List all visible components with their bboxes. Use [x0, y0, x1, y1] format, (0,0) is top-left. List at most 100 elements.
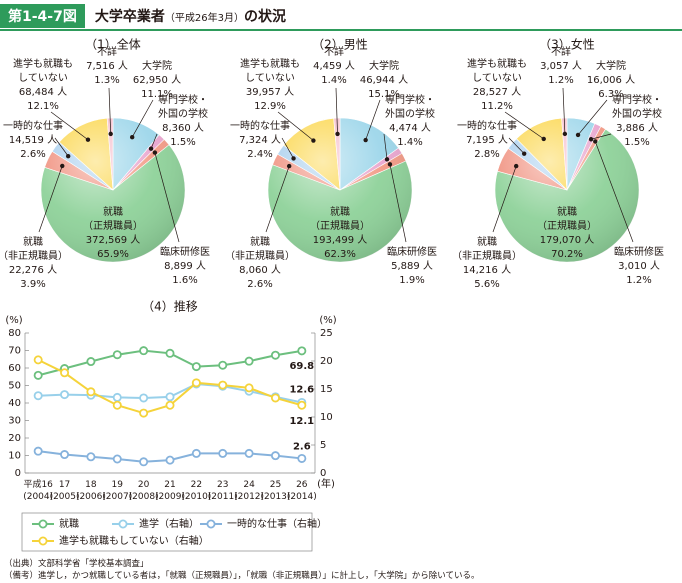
slice-label: 一時的な仕事 — [457, 119, 517, 132]
slice-label: 就職（非正規職員） — [452, 235, 522, 262]
legend-label: 一時的な仕事（右軸） — [227, 517, 327, 530]
leader-line — [281, 137, 294, 159]
slice-count: 22,276 人 — [9, 264, 57, 276]
y2-tick-label: 20 — [320, 356, 333, 367]
slice-count: 62,950 人 — [133, 74, 181, 86]
slice-count: 8,899 人 — [164, 260, 206, 272]
x-tick-label: 20 (2008) — [129, 480, 159, 502]
point — [297, 400, 307, 410]
slice-label: 進学も就職もしていない — [240, 57, 300, 84]
slice-count: 68,484 人 — [19, 86, 67, 98]
slice-percent: 11.2% — [481, 101, 513, 112]
title-end: の状況 — [243, 9, 286, 25]
leader-line — [335, 87, 338, 134]
point — [218, 360, 228, 370]
leader-line — [383, 133, 388, 160]
slice-count: 14,519 人 — [9, 134, 57, 146]
slice-label: 不詳 — [97, 45, 117, 58]
leader-line — [265, 165, 290, 233]
point — [270, 350, 280, 360]
point — [297, 346, 307, 356]
x-tick-label: 23 (2011) — [208, 480, 238, 502]
point — [86, 357, 96, 367]
legend-marker — [38, 536, 48, 546]
slice-percent: 2.4% — [247, 149, 272, 160]
point — [244, 448, 254, 458]
slice-label: 専門学校・外国の学校 — [385, 93, 435, 120]
leader-dot — [387, 162, 393, 167]
y2-tick-label: 10 — [320, 412, 333, 423]
point — [60, 390, 70, 400]
leader-line — [150, 133, 158, 149]
point — [139, 393, 149, 403]
leader-dot — [60, 163, 65, 169]
point — [191, 362, 201, 372]
slice-label: 臨床研修医 — [614, 245, 664, 258]
slice-label: 臨床研修医 — [160, 245, 210, 258]
slice-percent: 12.1% — [27, 101, 59, 112]
slice-label: 専門学校・外国の学校 — [158, 93, 208, 120]
slice-label: 専門学校・外国の学校 — [612, 93, 662, 120]
point — [165, 400, 175, 410]
y2-tick-label: 0 — [320, 468, 326, 479]
point — [112, 392, 122, 402]
slice-percent: 1.2% — [548, 75, 573, 86]
slice-count: 39,957 人 — [246, 86, 294, 98]
slice-label: 一時的な仕事 — [230, 119, 290, 132]
slice-label: 不詳 — [324, 45, 344, 58]
leader-line — [562, 87, 566, 134]
leader-line — [577, 99, 608, 136]
leader-dot — [311, 138, 316, 143]
source-note: （出典）文部科学省「学校基本調査」 — [4, 559, 149, 569]
end-label: 12.1 — [289, 416, 314, 427]
leader-line — [594, 141, 634, 243]
point — [191, 448, 201, 458]
pie-title: （2）男性 — [312, 38, 368, 52]
leader-dot — [108, 131, 113, 137]
point — [139, 457, 149, 467]
chart-title: （4）推移 — [142, 300, 198, 314]
leader-dot — [588, 137, 594, 142]
end-label: 12.6 — [289, 384, 314, 395]
leader-line — [131, 99, 154, 138]
y-tick-label: 60 — [8, 363, 21, 374]
leader-line — [277, 111, 314, 141]
slice-count: 3,057 人 — [540, 60, 582, 72]
legend-marker — [38, 519, 48, 529]
point — [60, 368, 70, 378]
x-tick-label: 平成16 (2004) — [23, 478, 53, 502]
slice-percent: 1.4% — [321, 75, 346, 86]
slice-label: 一時的な仕事 — [3, 119, 63, 132]
x-tick-label: 19 (2007) — [102, 480, 132, 502]
slice-count: 8,060 人 — [239, 264, 281, 276]
legend-label: 進学（右軸） — [139, 517, 199, 530]
slice-percent: 70.2% — [551, 249, 583, 260]
leader-dot — [593, 139, 598, 144]
y2-tick-label: 15 — [320, 384, 333, 395]
y2-axis-label: (%) — [319, 315, 336, 326]
x-tick-label: 17 (2005) — [50, 480, 80, 502]
point — [244, 356, 254, 366]
slice-count: 16,006 人 — [587, 74, 635, 86]
leader-dot — [562, 131, 568, 137]
point — [165, 392, 175, 402]
leader-dot — [286, 163, 292, 169]
x-tick-label: 24 (2012) — [234, 480, 264, 502]
end-label: 2.6 — [293, 441, 311, 452]
y-tick-label: 80 — [8, 328, 21, 339]
x-tick-label: 22 (2010) — [181, 480, 211, 502]
y2-tick-label: 5 — [320, 440, 326, 451]
point — [139, 346, 149, 356]
leader-line — [365, 99, 381, 141]
point — [165, 455, 175, 465]
leader-dot — [85, 137, 91, 142]
slice-label: 進学も就職もしていない — [467, 57, 527, 84]
legend-marker — [118, 519, 128, 529]
point — [60, 450, 70, 460]
slice-count: 372,569 人 — [86, 234, 141, 246]
x-tick-label: 18 (2006) — [76, 480, 106, 502]
slice-percent: 1.5% — [170, 137, 195, 148]
slice-percent: 6.3% — [598, 89, 623, 100]
slice-percent: 65.9% — [97, 249, 129, 260]
